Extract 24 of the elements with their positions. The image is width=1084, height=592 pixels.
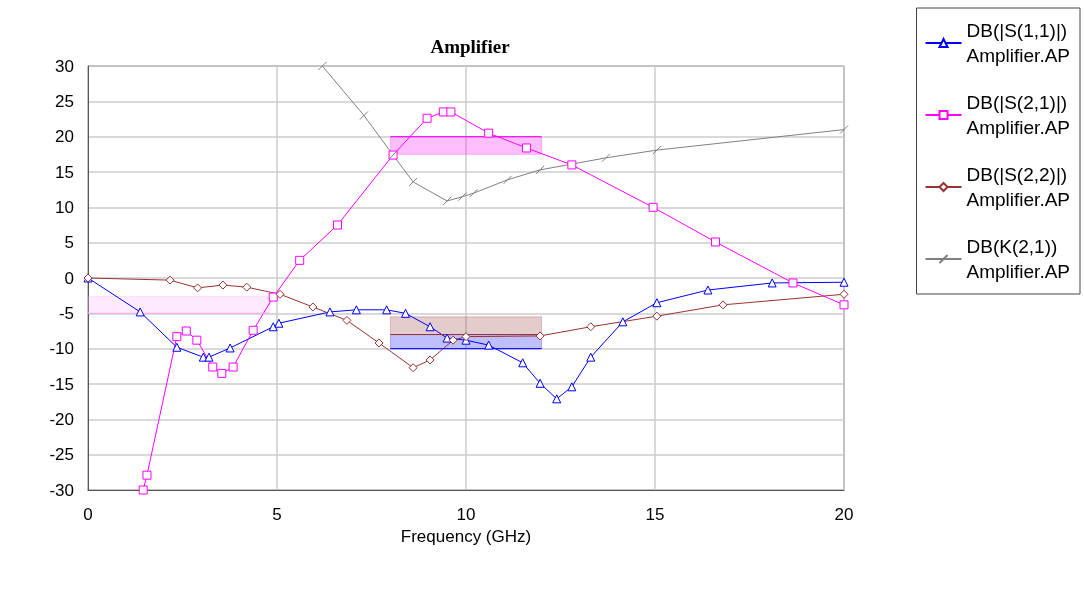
chart-title: Amplifier — [430, 36, 511, 57]
x-axis-title: Frequency (GHz) — [400, 526, 532, 546]
x-tick-label: 10 — [456, 505, 476, 524]
y-tick-label: -15 — [49, 374, 74, 394]
y-tick-label: 25 — [55, 91, 74, 111]
y-tick-label: 30 — [55, 56, 74, 76]
y-tick-label: -5 — [58, 303, 74, 323]
legend-label: DB(|S(2,1)|) Amplifier.AP — [966, 92, 1070, 138]
legend-label: DB(|S(1,1)|) Amplifier.AP — [966, 20, 1070, 66]
y-tick-label: -20 — [49, 409, 74, 429]
y-tick-label: 20 — [55, 127, 74, 147]
x-tick-label: 15 — [645, 505, 665, 524]
y-tick-label: 5 — [64, 233, 74, 253]
y-tick-label: 0 — [64, 268, 74, 288]
y-tick-label: -10 — [49, 339, 74, 359]
x-tick-label: 0 — [83, 505, 93, 524]
y-tick-label: -25 — [49, 445, 74, 465]
y-tick-label: 10 — [55, 197, 74, 217]
x-tick-label: 20 — [834, 505, 854, 524]
legend-label: DB(|S(2,2)|) Amplifier.AP — [966, 164, 1070, 210]
x-tick-label: 5 — [272, 505, 282, 524]
legend-label: DB(K(2,1)) Amplifier.AP — [966, 236, 1070, 282]
y-tick-label: 15 — [55, 162, 74, 182]
y-tick-label: -30 — [49, 480, 74, 500]
